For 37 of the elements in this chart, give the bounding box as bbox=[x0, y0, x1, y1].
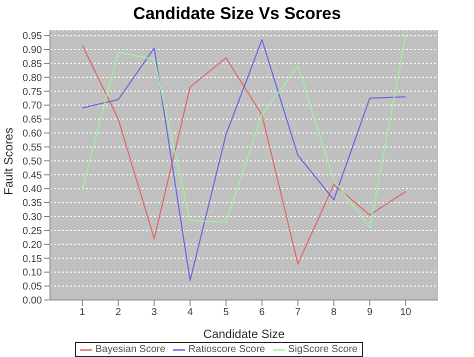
y-tick-label: 0.35 bbox=[22, 198, 42, 210]
x-tick-label: 2 bbox=[115, 307, 122, 318]
x-tick-label: 6 bbox=[259, 307, 266, 318]
x-axis-title: Candidate Size bbox=[203, 327, 286, 341]
y-tick-label: 0.25 bbox=[22, 226, 42, 237]
y-tick-label: 0.00 bbox=[22, 296, 42, 307]
y-tick-label: 0.40 bbox=[22, 184, 42, 196]
line-series bbox=[82, 34, 406, 228]
y-tick-label: 0.70 bbox=[22, 100, 42, 112]
y-tick-label: 0.60 bbox=[22, 128, 42, 140]
y-tick-label: 0.10 bbox=[22, 268, 42, 279]
y-tick-label: 0.65 bbox=[22, 114, 42, 126]
y-tick-label: 0.95 bbox=[22, 31, 42, 42]
y-tick-label: 0.30 bbox=[22, 212, 42, 224]
x-tick-label: 3 bbox=[151, 307, 158, 318]
y-tick-label: 0.85 bbox=[22, 58, 42, 70]
y-axis-title: Fault Scores bbox=[1, 128, 16, 195]
y-tick-label: 0.45 bbox=[22, 170, 42, 182]
x-tick-label: 7 bbox=[295, 307, 302, 318]
y-tick-label: 0.05 bbox=[22, 282, 42, 293]
chart-title: Candidate Size Vs Scores bbox=[132, 3, 342, 25]
y-tick-label: 0.75 bbox=[22, 86, 42, 98]
y-tick-label: 0.50 bbox=[22, 156, 42, 168]
legend-label: Ratioscore Score bbox=[187, 344, 266, 355]
x-tick-label: 9 bbox=[366, 307, 373, 318]
legend-label: Bayesian Score bbox=[94, 344, 166, 355]
y-tick-label: 0.15 bbox=[22, 254, 42, 265]
x-tick-label: 8 bbox=[331, 307, 338, 318]
y-tick-label: 0.80 bbox=[22, 72, 42, 84]
y-tick-label: 0.20 bbox=[22, 240, 42, 251]
x-tick-label: 5 bbox=[223, 307, 230, 318]
y-tick-label: 0.55 bbox=[22, 142, 42, 154]
legend-label: SigScore Score bbox=[287, 344, 358, 355]
x-tick-label: 10 bbox=[400, 307, 412, 318]
y-tick-label: 0.90 bbox=[22, 45, 42, 56]
x-tick-label: 1 bbox=[80, 307, 86, 318]
x-tick-label: 4 bbox=[187, 307, 194, 318]
